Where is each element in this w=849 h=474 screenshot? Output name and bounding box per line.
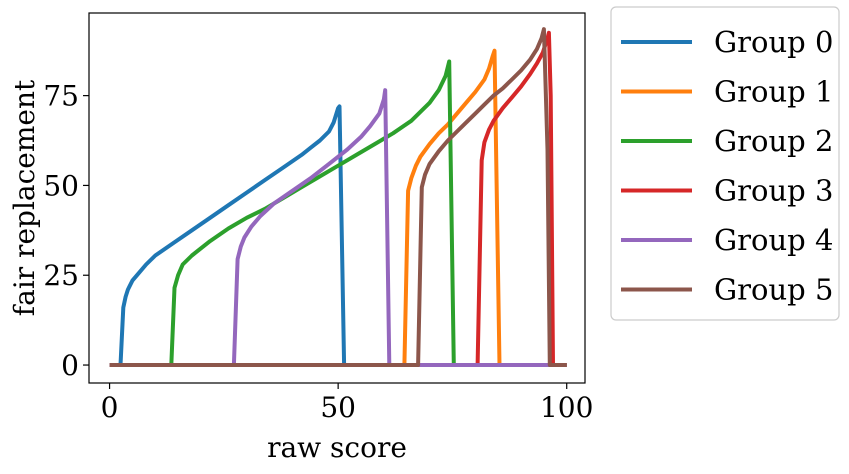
legend-label-0: Group 0 — [714, 25, 833, 59]
legend: Group 0 Group 1 Group 2 Group 3 Group 4 Group… — [610, 6, 840, 321]
series-line-3 — [109, 30, 567, 367]
legend-label-4: Group 4 — [714, 223, 833, 257]
series-line-5 — [109, 27, 567, 367]
x-tick-label: 0 — [101, 391, 119, 424]
legend-label-5: Group 5 — [714, 273, 833, 307]
x-tick-label: 50 — [320, 391, 356, 424]
y-tick-label: 25 — [43, 259, 79, 292]
series-line-2 — [109, 59, 567, 367]
y-tick-label: 0 — [61, 349, 79, 382]
series-line-4 — [109, 88, 567, 367]
plot-frame — [88, 12, 586, 384]
y-tick-label: 50 — [43, 169, 79, 202]
legend-label-2: Group 2 — [714, 124, 833, 158]
x-tick-label: 100 — [540, 391, 593, 424]
x-axis-label: raw score — [267, 431, 407, 464]
plot-area — [109, 27, 567, 367]
series-line-0 — [109, 104, 567, 367]
axis-ticks: 0 50 100 0 25 50 75 — [43, 80, 593, 424]
legend-label-3: Group 3 — [714, 174, 833, 208]
y-axis-label: fair replacement — [8, 79, 41, 316]
series-line-1 — [109, 48, 567, 367]
y-tick-label: 75 — [43, 80, 79, 113]
legend-label-1: Group 1 — [714, 75, 833, 109]
